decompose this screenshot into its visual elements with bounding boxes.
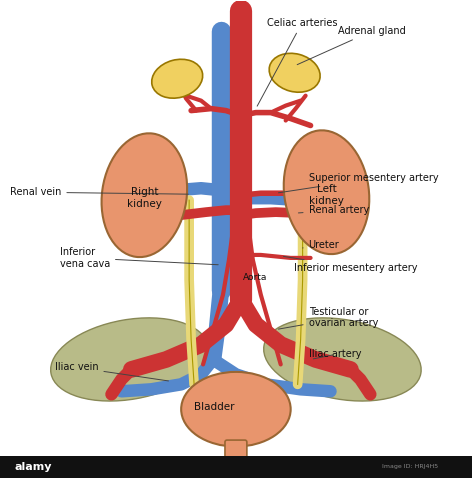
Ellipse shape [264, 318, 421, 401]
Text: Renal artery: Renal artery [299, 205, 369, 215]
Text: Image ID: HRJ4H5: Image ID: HRJ4H5 [382, 465, 438, 469]
Ellipse shape [284, 130, 369, 254]
Text: Adrenal gland: Adrenal gland [297, 26, 406, 65]
Bar [0, 456, 472, 478]
Ellipse shape [101, 133, 187, 257]
Ellipse shape [269, 53, 320, 92]
Text: Right
kidney: Right kidney [127, 187, 162, 209]
Text: Inferior
vena cava: Inferior vena cava [60, 247, 218, 269]
Ellipse shape [152, 59, 203, 98]
Text: Iliac vein: Iliac vein [55, 363, 168, 381]
Text: Inferior mesentery artery: Inferior mesentery artery [283, 256, 417, 273]
Text: Bladder: Bladder [194, 402, 235, 412]
Text: Superior mesentery artery: Superior mesentery artery [279, 173, 438, 193]
Text: Testicular or
ovarian artery: Testicular or ovarian artery [278, 307, 378, 329]
Text: Aorta: Aorta [243, 274, 267, 282]
Text: alamy: alamy [15, 462, 53, 472]
Ellipse shape [181, 372, 291, 446]
Text: Left
kidney: Left kidney [309, 184, 344, 206]
Text: Ureter: Ureter [302, 240, 339, 250]
Text: Renal vein: Renal vein [10, 187, 188, 197]
Text: Iliac artery: Iliac artery [309, 350, 361, 359]
FancyBboxPatch shape [225, 440, 247, 466]
Text: Celiac arteries: Celiac arteries [257, 18, 337, 106]
Ellipse shape [51, 318, 208, 401]
